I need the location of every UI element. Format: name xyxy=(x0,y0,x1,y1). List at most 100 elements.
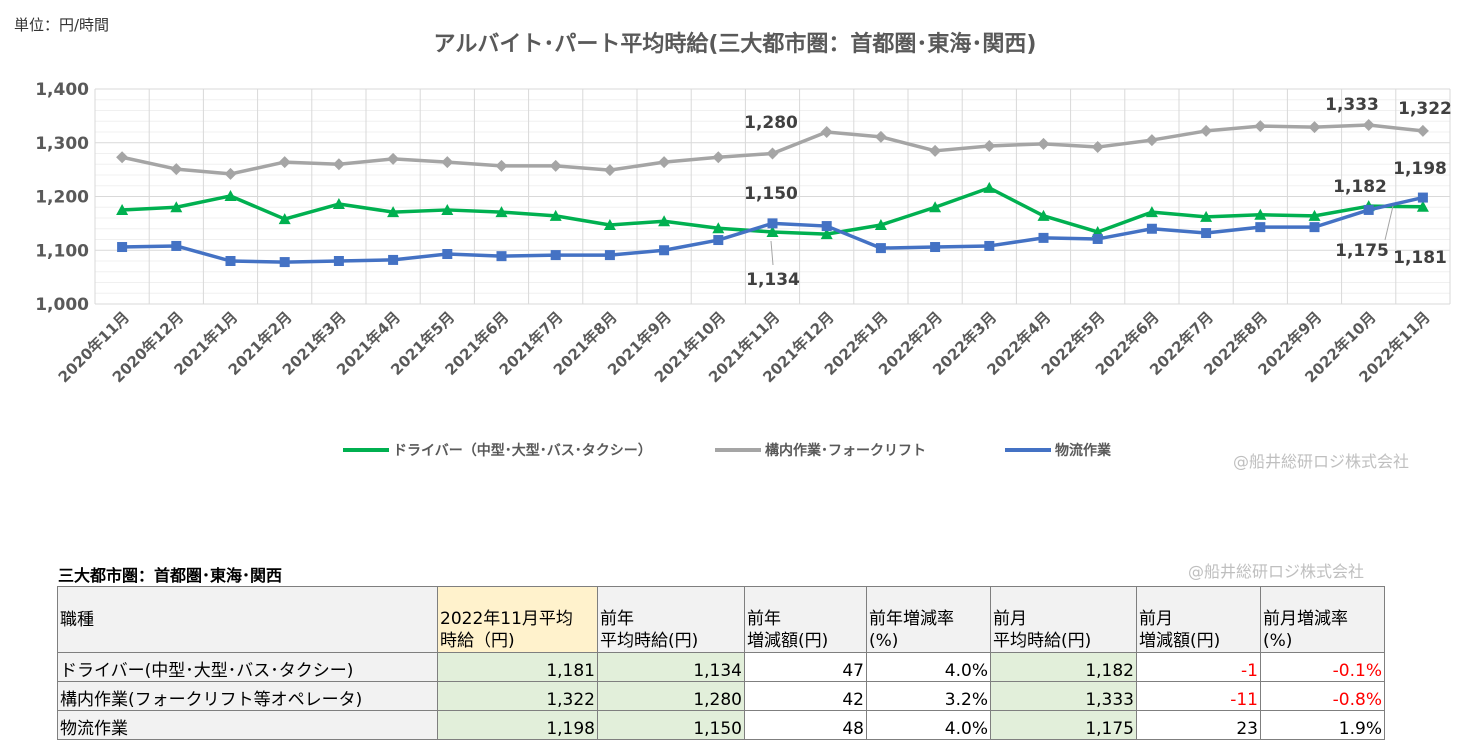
value-cell: -11 xyxy=(1136,681,1261,711)
data-point xyxy=(1145,206,1158,218)
data-point xyxy=(712,151,725,164)
data-label: 1,280 xyxy=(744,113,798,133)
data-point xyxy=(929,144,942,157)
series-0 xyxy=(116,181,1429,240)
header-cell: 前年 平均時給(円) xyxy=(597,586,745,653)
data-point xyxy=(116,151,129,164)
legend-item-logistics: 物流作業 xyxy=(1005,440,1111,460)
data-label: 1,181 xyxy=(1393,248,1447,268)
header-cell: 2022年11月平均 時給（円) xyxy=(437,586,598,653)
data-point xyxy=(1363,204,1374,215)
data-point xyxy=(1091,141,1104,154)
data-point xyxy=(1255,222,1266,233)
header-cell: 前年増減率(%) xyxy=(866,586,991,653)
line-chart: 1,0001,1001,2001,3001,4002020年11月2020年12… xyxy=(35,80,1452,386)
data-point xyxy=(1037,137,1050,150)
data-point xyxy=(874,218,887,230)
data-point xyxy=(820,126,833,138)
data-point xyxy=(930,242,941,253)
legend-item-driver: ドライバー（中型･大型･バス･タクシー） xyxy=(343,440,652,460)
data-point xyxy=(549,209,562,221)
data-point xyxy=(1145,134,1158,147)
job-type-cell: 構内作業(フォークリフト等オペレータ) xyxy=(57,681,438,711)
wage-table: 職種 2022年11月平均 時給（円) 前年 平均時給(円) 前年 増減額(円) 前年… xyxy=(57,586,1385,740)
job-type-cell: 物流作業 xyxy=(57,710,438,740)
data-label: 1,150 xyxy=(744,184,798,204)
data-point xyxy=(278,213,291,225)
data-point xyxy=(1416,200,1429,212)
data-point xyxy=(171,240,182,251)
data-point xyxy=(875,243,886,254)
value-cell: 3.2% xyxy=(866,681,991,711)
data-point xyxy=(549,159,562,172)
value-cell: 1,175 xyxy=(990,710,1137,740)
value-cell: 4.0% xyxy=(866,652,991,682)
value-cell: 47 xyxy=(744,652,867,682)
data-point xyxy=(929,201,942,213)
legend-item-forklift: 構内作業･フォークリフト xyxy=(715,440,926,460)
watermark: @船井総研ロジ株式会社 xyxy=(1188,562,1365,581)
value-cell: -0.1% xyxy=(1260,652,1385,682)
data-point xyxy=(225,256,236,266)
data-point xyxy=(713,235,724,246)
legend-label: 物流作業 xyxy=(1055,443,1111,459)
data-point xyxy=(767,218,778,229)
square-marker-icon xyxy=(1005,448,1051,452)
data-point xyxy=(224,167,237,180)
data-point xyxy=(332,198,345,210)
data-point xyxy=(279,257,290,268)
data-point xyxy=(388,254,399,265)
data-point xyxy=(333,256,344,266)
data-point xyxy=(1146,223,1157,234)
value-cell: 1,198 xyxy=(437,710,598,740)
data-point xyxy=(332,158,345,171)
table-row: ドライバー(中型･大型･バス･タクシー) 1,181 1,134 47 4.0%… xyxy=(57,652,1385,682)
data-point xyxy=(1201,228,1212,239)
value-cell: 1,181 xyxy=(437,652,598,682)
value-cell: 1.9% xyxy=(1260,710,1385,740)
y-tick-label: 1,400 xyxy=(35,80,89,100)
data-point xyxy=(496,251,507,262)
series-2 xyxy=(117,192,1428,268)
data-point xyxy=(604,250,615,261)
data-point xyxy=(495,159,508,172)
data-point xyxy=(170,163,183,176)
header-cell: 前月 増減額(円) xyxy=(1136,586,1261,653)
data-label: 1,182 xyxy=(1333,177,1387,197)
data-point xyxy=(1417,192,1428,203)
y-tick-label: 1,300 xyxy=(35,134,89,154)
value-cell: 48 xyxy=(744,710,867,740)
data-point xyxy=(1254,120,1267,133)
table-row: 物流作業 1,198 1,150 48 4.0% 1,175 23 1.9% xyxy=(57,710,1385,740)
header-cell: 前月増減率(%) xyxy=(1260,586,1385,653)
data-point xyxy=(442,249,453,260)
watermark: @船井総研ロジ株式会社 xyxy=(1233,452,1410,471)
value-cell: 1,333 xyxy=(990,681,1137,711)
header-cell: 前月 平均時給(円) xyxy=(990,586,1137,653)
value-cell: 1,182 xyxy=(990,652,1137,682)
data-point xyxy=(441,156,454,169)
data-label: 1,333 xyxy=(1325,95,1379,115)
data-point xyxy=(983,139,996,152)
data-point xyxy=(820,228,833,240)
leader-line xyxy=(770,240,774,266)
data-point xyxy=(278,156,291,169)
unit-label: 単位：円/時間 xyxy=(14,16,110,34)
value-cell: -0.8% xyxy=(1260,681,1385,711)
data-point xyxy=(658,156,671,169)
data-point xyxy=(1308,121,1321,134)
data-point xyxy=(766,225,779,237)
data-point xyxy=(1362,119,1375,132)
data-label: 1,134 xyxy=(746,270,800,290)
table-row: 構内作業(フォークリフト等オペレータ) 1,322 1,280 42 3.2% … xyxy=(57,681,1385,711)
data-point xyxy=(495,206,508,218)
value-cell: 1,280 xyxy=(597,681,745,711)
data-point xyxy=(441,203,454,215)
data-point xyxy=(659,245,670,256)
data-point xyxy=(170,201,183,213)
data-point xyxy=(1037,209,1050,221)
value-cell: 23 xyxy=(1136,710,1261,740)
value-cell: 1,150 xyxy=(597,710,745,740)
data-point xyxy=(224,189,237,201)
